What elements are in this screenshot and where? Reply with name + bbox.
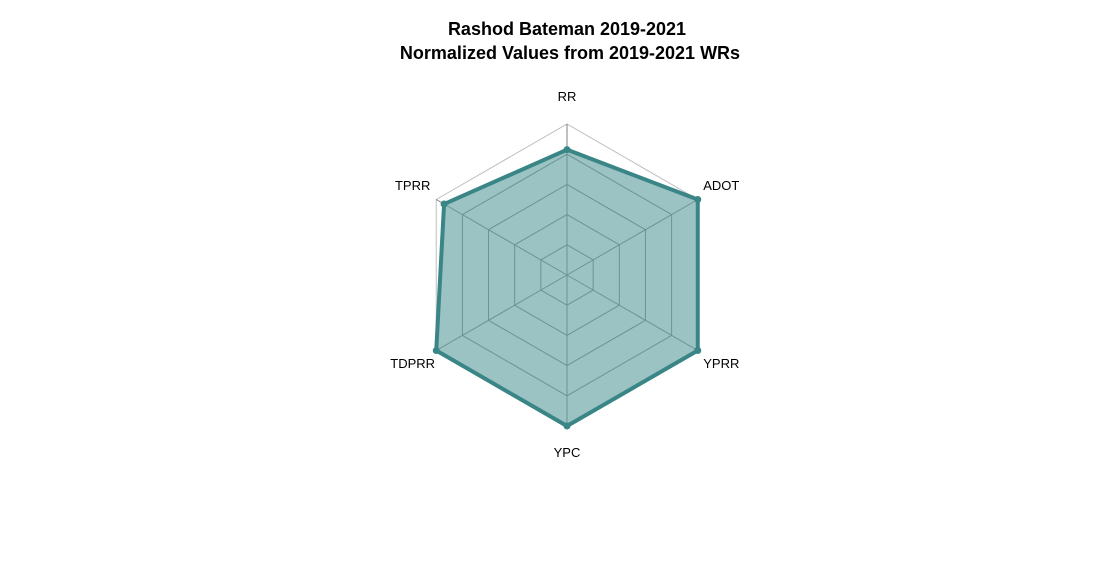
data-point-yprr: [694, 347, 702, 354]
axis-labels: RR ADOT YPRR YPC TDPRR TPRR: [390, 89, 739, 460]
axis-label-tdprr: TDPRR: [390, 356, 435, 371]
axis-label-yprr: YPRR: [703, 356, 739, 371]
data-point-adot: [694, 196, 702, 203]
radar-series: [434, 147, 700, 428]
series-polygon: [434, 147, 700, 428]
axis-label-tprr: TPRR: [395, 178, 430, 193]
data-point-tprr: [440, 200, 448, 208]
radar-points: [432, 146, 702, 430]
axis-label-rr: RR: [558, 89, 577, 104]
data-point-tdprr: [432, 347, 440, 354]
axis-label-ypc: YPC: [554, 445, 581, 460]
chart-subtitle: Normalized Values from 2019-2021 WRs: [400, 43, 740, 63]
data-point-rr: [563, 146, 571, 154]
data-point-ypc: [563, 422, 571, 430]
axis-label-adot: ADOT: [703, 178, 739, 193]
chart-title: Rashod Bateman 2019-2021: [448, 19, 686, 39]
